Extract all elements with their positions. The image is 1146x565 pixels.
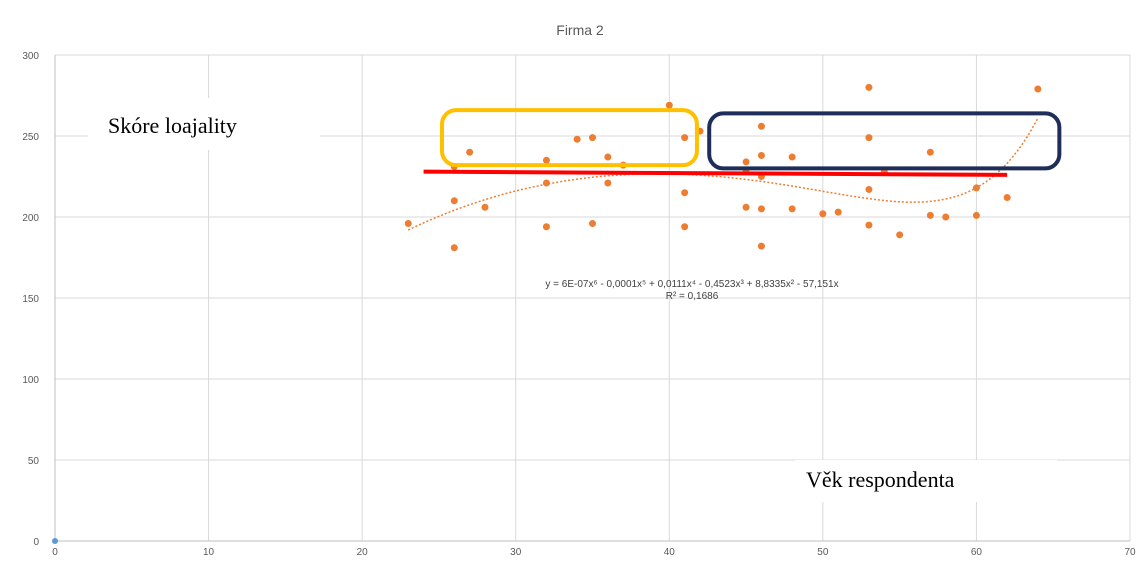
data-point (972, 184, 980, 192)
trendline-r-squared: R² = 0,1686 (666, 291, 719, 302)
x-tick-label: 50 (817, 547, 829, 558)
x-tick-label: 70 (1124, 547, 1136, 558)
trendline-equation: y = 6E-07x⁶ - 0,0001x⁵ + 0,0111x⁴ - 0,45… (545, 279, 838, 290)
xlabel-backdrop (795, 460, 1057, 502)
yellow-highlight-box (440, 108, 699, 168)
y-tick-label: 0 (33, 537, 39, 548)
tick-labels: 0 10 20 30 40 50 60 70 0 50 100 150 200 250 300 (22, 51, 1136, 558)
y-axis-label: Skóre loajality (108, 113, 237, 138)
data-point (972, 211, 980, 219)
data-point (942, 213, 950, 221)
x-tick-label: 30 (510, 547, 522, 558)
data-point (681, 223, 689, 231)
y-tick-label: 200 (22, 213, 39, 224)
data-point (926, 148, 934, 156)
x-tick-label: 60 (971, 547, 983, 558)
axes (54, 55, 1130, 542)
data-point (542, 223, 550, 231)
data-point (450, 197, 458, 205)
data-point (788, 153, 796, 161)
data-point (542, 156, 550, 164)
x-tick-label: 20 (357, 547, 369, 558)
data-point (896, 231, 904, 239)
data-point (757, 151, 765, 159)
data-point (542, 179, 550, 187)
data-point (481, 203, 489, 211)
data-point (1003, 194, 1011, 202)
data-point (834, 208, 842, 216)
y-tick-label: 50 (28, 456, 40, 467)
ylabel-backdrop (88, 98, 320, 150)
x-axis-label: Věk respondenta (806, 467, 955, 492)
x-tick-label: 0 (52, 547, 58, 558)
data-point (865, 83, 873, 91)
y-tick-label: 100 (22, 375, 39, 386)
data-point (865, 134, 873, 142)
data-point (757, 242, 765, 250)
annotation-shapes (423, 108, 1062, 177)
data-point (589, 134, 596, 142)
data-point (926, 211, 934, 219)
data-point (819, 210, 827, 218)
data-point (450, 244, 458, 252)
navy-highlight-box (707, 111, 1062, 171)
data-point (665, 101, 673, 109)
data-point (604, 153, 612, 161)
data-point (757, 122, 765, 130)
origin-point (52, 538, 58, 544)
x-tick-label: 40 (664, 547, 676, 558)
data-point (681, 134, 689, 142)
data-point (742, 158, 750, 166)
data-point (1034, 85, 1042, 93)
data-point (589, 219, 596, 227)
data-point (681, 189, 689, 197)
red-reference-line (423, 169, 1008, 177)
data-point (865, 185, 873, 193)
data-point (757, 205, 765, 213)
data-point (604, 179, 612, 187)
data-point (742, 203, 750, 211)
chart-title: Firma 2 (556, 22, 604, 38)
data-point (466, 148, 474, 156)
y-tick-label: 150 (22, 294, 39, 305)
data-point (788, 205, 796, 213)
data-point (865, 221, 873, 229)
data-point (404, 219, 412, 227)
x-tick-label: 10 (203, 547, 215, 558)
y-tick-label: 300 (22, 51, 39, 62)
data-point (573, 135, 581, 143)
y-tick-label: 250 (22, 132, 39, 143)
